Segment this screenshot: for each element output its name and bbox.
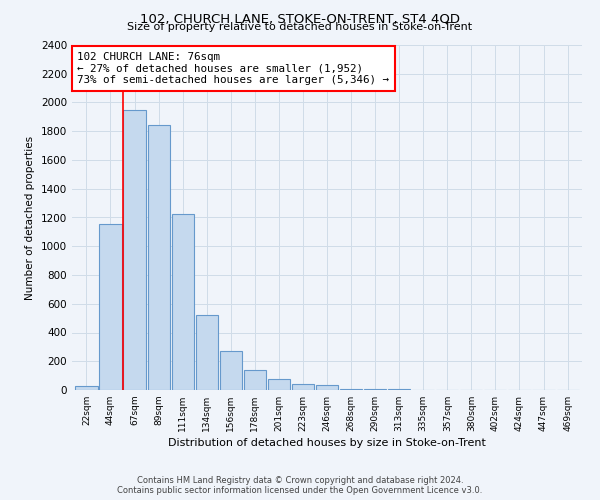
Bar [196,316,218,390]
Bar [172,214,194,390]
Bar [340,388,362,390]
X-axis label: Distribution of detached houses by size in Stoke-on-Trent: Distribution of detached houses by size … [168,438,486,448]
Bar [244,370,266,390]
Bar [220,351,242,390]
Y-axis label: Number of detached properties: Number of detached properties [25,136,35,300]
Bar [268,379,290,390]
Bar [100,224,122,390]
Text: 102, CHURCH LANE, STOKE-ON-TRENT, ST4 4QD: 102, CHURCH LANE, STOKE-ON-TRENT, ST4 4Q… [140,12,460,26]
Text: 102 CHURCH LANE: 76sqm
← 27% of detached houses are smaller (1,952)
73% of semi-: 102 CHURCH LANE: 76sqm ← 27% of detached… [77,52,389,85]
Bar [148,126,170,390]
Text: Size of property relative to detached houses in Stoke-on-Trent: Size of property relative to detached ho… [127,22,473,32]
Bar [76,386,98,390]
Bar [124,110,146,390]
Text: Contains HM Land Registry data © Crown copyright and database right 2024.
Contai: Contains HM Land Registry data © Crown c… [118,476,482,495]
Bar [316,385,338,390]
Bar [292,384,314,390]
Bar [364,388,386,390]
